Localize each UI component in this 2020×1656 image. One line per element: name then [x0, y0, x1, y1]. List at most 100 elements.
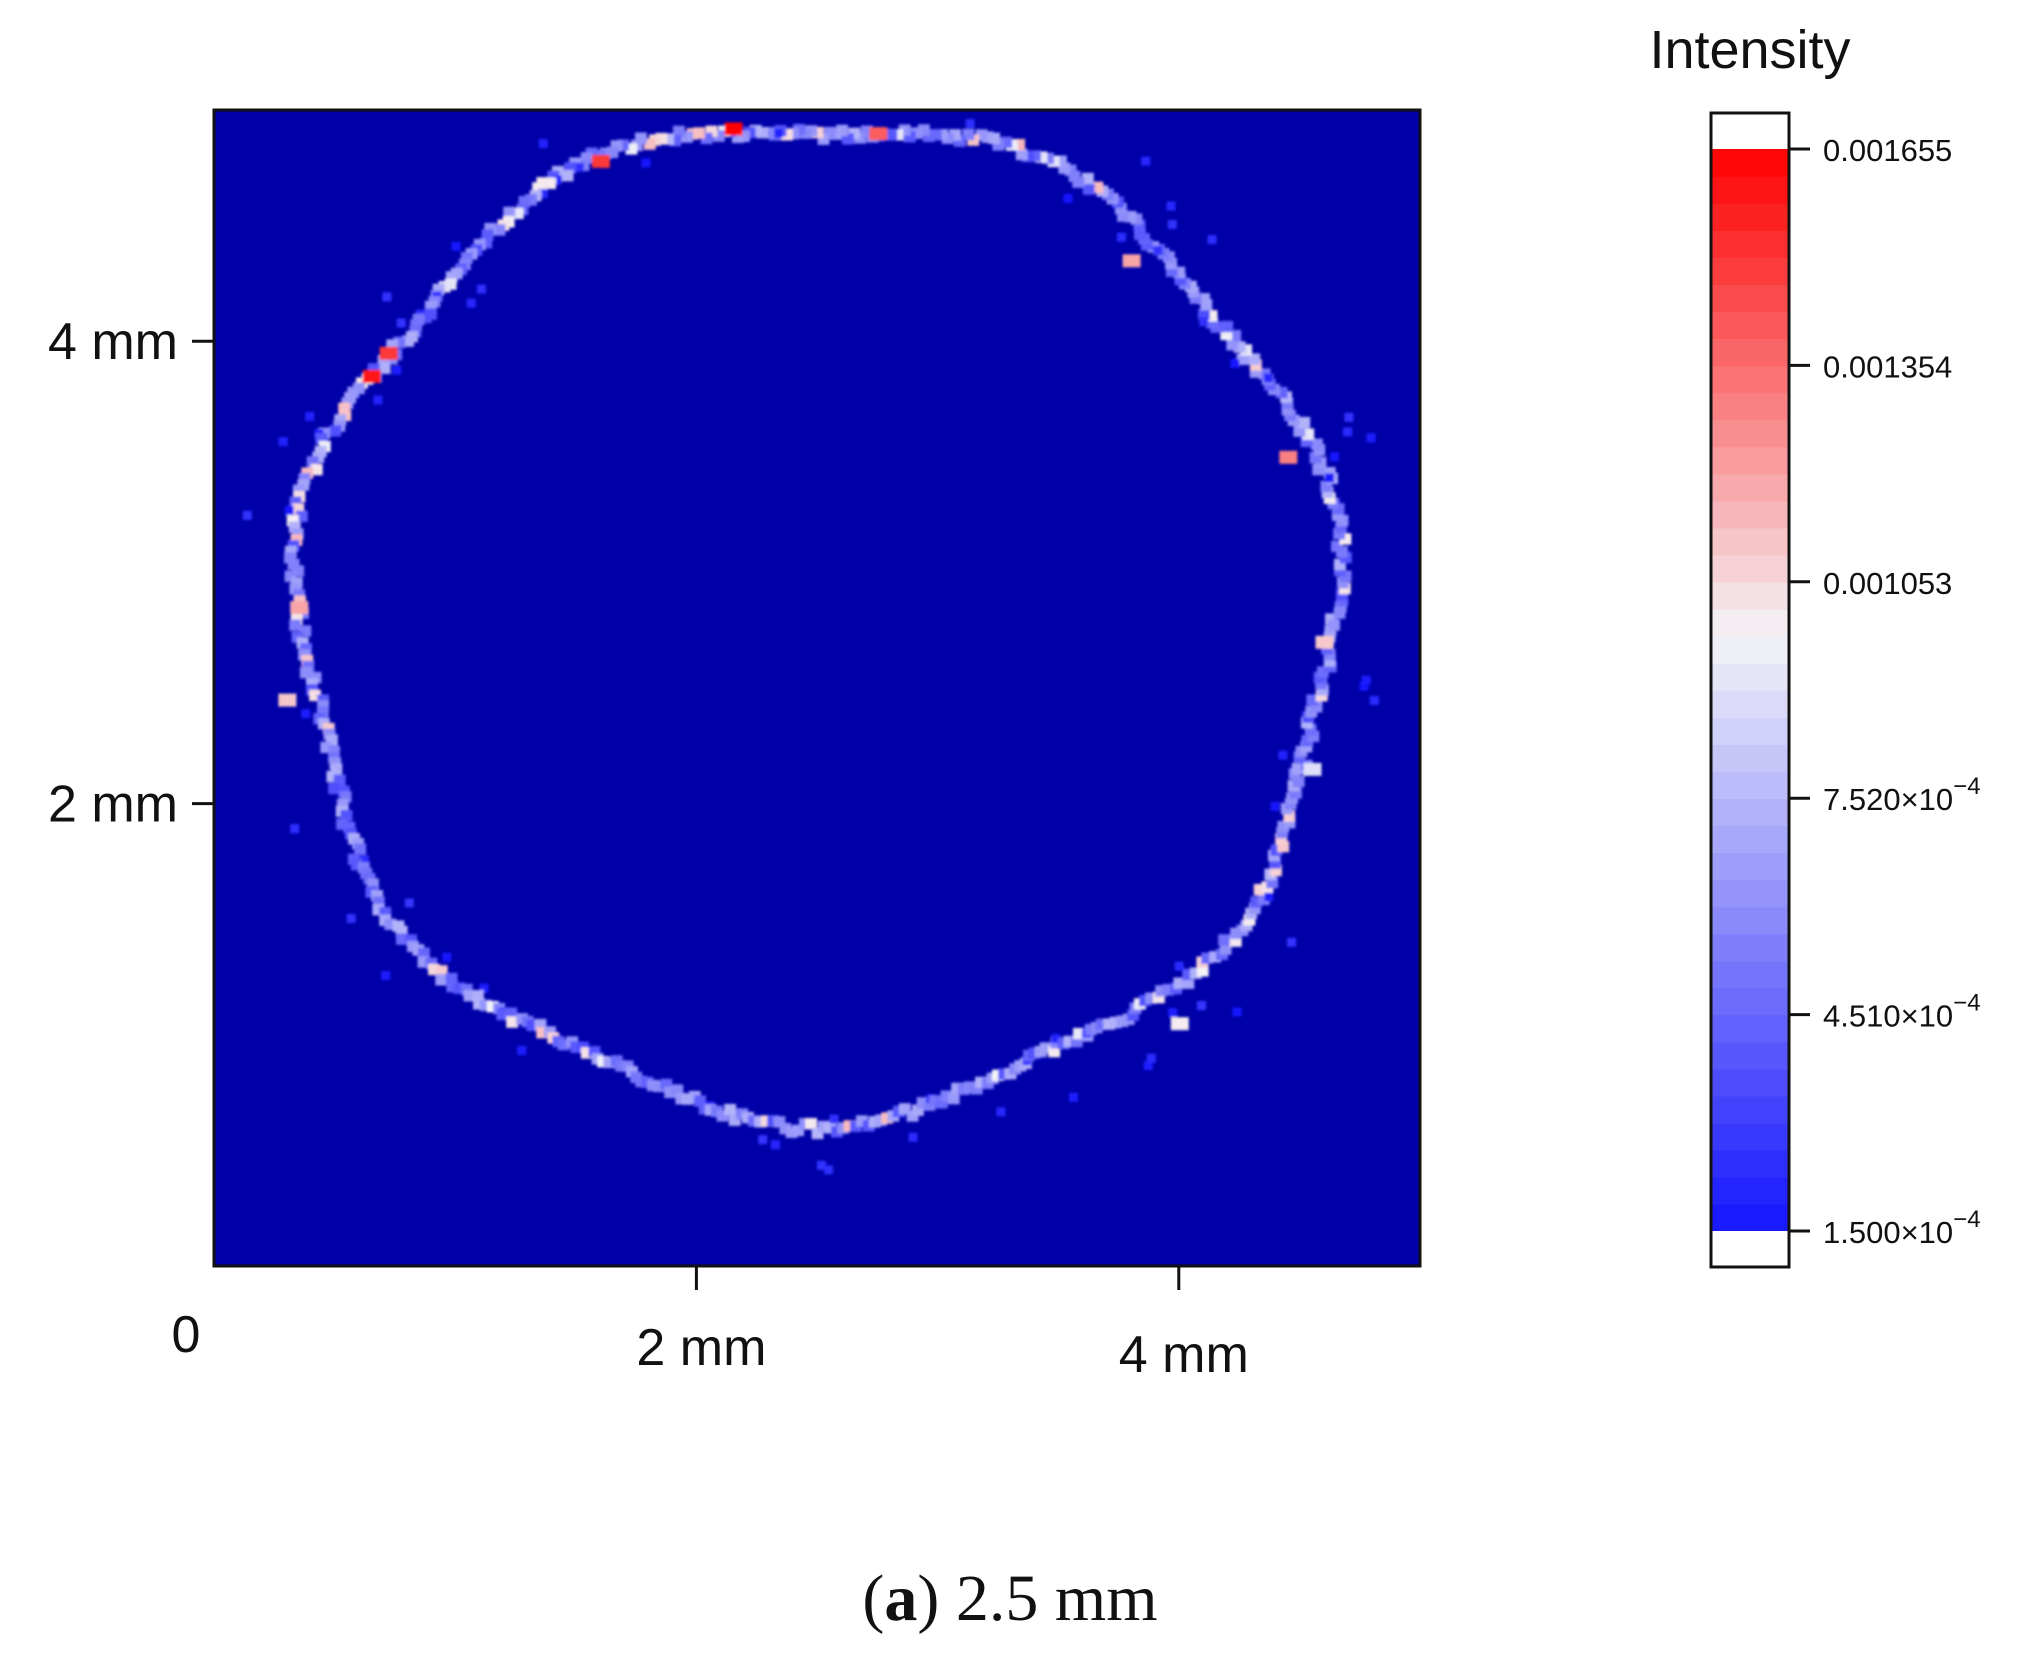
- heatmap-hotspot: [1315, 635, 1334, 649]
- plot-frame: [212, 108, 1422, 1268]
- colorbar-top-cap: [1711, 113, 1789, 149]
- heatmap-cell: [1116, 1015, 1129, 1027]
- heatmap-cell: [1230, 359, 1240, 368]
- colorbar-band: [1711, 1149, 1789, 1178]
- heatmap-cell: [511, 207, 524, 220]
- heatmap-cell: [756, 127, 769, 139]
- heatmap-cell: [617, 139, 629, 151]
- heatmap-cell: [419, 311, 432, 324]
- heatmap-cell: [1333, 558, 1346, 571]
- heatmap-cell: [836, 124, 849, 137]
- heatmap-cell: [379, 906, 392, 919]
- heatmap-cell: [732, 131, 744, 143]
- heatmap-cell: [860, 125, 873, 137]
- heatmap-cell: [749, 124, 762, 137]
- heatmap-cell: [673, 125, 685, 138]
- heatmap-cell: [1336, 595, 1349, 607]
- heatmap-cell: [1281, 397, 1294, 409]
- heatmap-cell: [643, 138, 656, 150]
- heatmap-cell: [1275, 386, 1288, 399]
- heatmap-cell: [1152, 991, 1165, 1004]
- heatmap-cell: [1134, 228, 1146, 240]
- heatmap-hotspot: [362, 369, 381, 383]
- heatmap-cell: [428, 963, 440, 976]
- heatmap-cell: [1095, 1018, 1108, 1030]
- heatmap-cell: [1155, 985, 1168, 997]
- heatmap-cell: [1315, 678, 1328, 690]
- heatmap-cell: [1143, 1061, 1153, 1070]
- colorbar-tick-label: 7.520×10−4: [1823, 773, 1981, 817]
- heatmap-cell: [1316, 684, 1329, 696]
- colorbar-band: [1711, 500, 1789, 529]
- heatmap-cell: [289, 496, 302, 508]
- heatmap-hotspot: [1170, 1017, 1189, 1031]
- colorbar-band: [1711, 1014, 1789, 1043]
- heatmap-cell: [1139, 994, 1151, 1007]
- heatmap-cell: [315, 433, 328, 445]
- colorbar-band: [1711, 419, 1789, 448]
- heatmap-cell: [953, 135, 966, 147]
- colorbar-band: [1711, 203, 1789, 231]
- heatmap-cell: [881, 1112, 894, 1124]
- heatmap-cell: [552, 175, 562, 185]
- heatmap-cell: [906, 1110, 919, 1122]
- heatmap-cell: [1277, 820, 1290, 833]
- heatmap-cell: [700, 132, 713, 145]
- heatmap-cell: [1325, 613, 1337, 625]
- heatmap-cell: [544, 1026, 556, 1038]
- heatmap-cell: [432, 283, 445, 296]
- heatmap-cell: [1293, 425, 1306, 437]
- heatmap-cell: [1264, 373, 1273, 383]
- heatmap-cell: [1270, 844, 1283, 856]
- heatmap-cell: [773, 128, 783, 138]
- heatmap-cell: [334, 414, 347, 426]
- heatmap-cell: [1072, 176, 1085, 188]
- colorbar-band: [1711, 906, 1789, 935]
- heatmap-cell: [301, 709, 311, 719]
- heatmap-cell: [669, 134, 681, 147]
- colorbar-ticks: 0.001655 0.001354 0.001053 7.520×10−4 4.510×…: [1789, 133, 1981, 1250]
- heatmap-hotspot: [278, 693, 297, 707]
- heatmap-cell: [1309, 452, 1322, 464]
- heatmap-cell: [885, 129, 898, 141]
- heatmap-cell: [299, 625, 312, 637]
- heatmap-cell: [1042, 152, 1054, 165]
- heatmap-cell: [1278, 750, 1288, 760]
- heatmap-cell: [1339, 533, 1352, 545]
- heatmap-cell: [837, 1122, 850, 1134]
- heatmap-cell: [1207, 235, 1217, 245]
- heatmap-cell: [868, 1116, 881, 1128]
- colorbar-gradient: [1711, 149, 1789, 1232]
- heatmap-cell: [1133, 219, 1146, 231]
- colorbar-band: [1711, 960, 1789, 989]
- heatmap-cell: [1304, 723, 1317, 736]
- heatmap-cell: [940, 1090, 953, 1102]
- colorbar-band: [1711, 825, 1789, 854]
- colorbar-band: [1711, 338, 1789, 367]
- heatmap-cell: [1323, 655, 1336, 667]
- heatmap-cell: [1220, 328, 1233, 341]
- colorbar-band: [1711, 176, 1789, 204]
- heatmap-cell: [1249, 359, 1262, 371]
- heatmap-cell: [574, 162, 584, 172]
- heatmap-cell: [329, 757, 342, 769]
- heatmap-cell: [1333, 528, 1346, 540]
- heatmap-cell: [1226, 339, 1239, 351]
- colorbar-band: [1711, 392, 1789, 421]
- heatmap-cell: [713, 76, 722, 85]
- heatmap-cell: [1174, 273, 1187, 286]
- heatmap-cell: [343, 822, 356, 834]
- heatmap-cell: [831, 1126, 843, 1138]
- colorbar-band: [1711, 879, 1789, 908]
- heatmap-cell: [1055, 155, 1067, 167]
- caption-text: 2.5 mm: [956, 1562, 1158, 1635]
- heatmap-cell: [1162, 984, 1175, 996]
- colorbar-band: [1711, 527, 1789, 556]
- heatmap-cell: [1166, 201, 1176, 211]
- colorbar-band: [1711, 446, 1789, 475]
- heatmap-cell: [1081, 172, 1094, 185]
- heatmap-cell: [1145, 992, 1158, 1004]
- heatmap-cell: [354, 843, 367, 855]
- heatmap-cell: [329, 425, 342, 437]
- heatmap-cell: [1337, 576, 1349, 589]
